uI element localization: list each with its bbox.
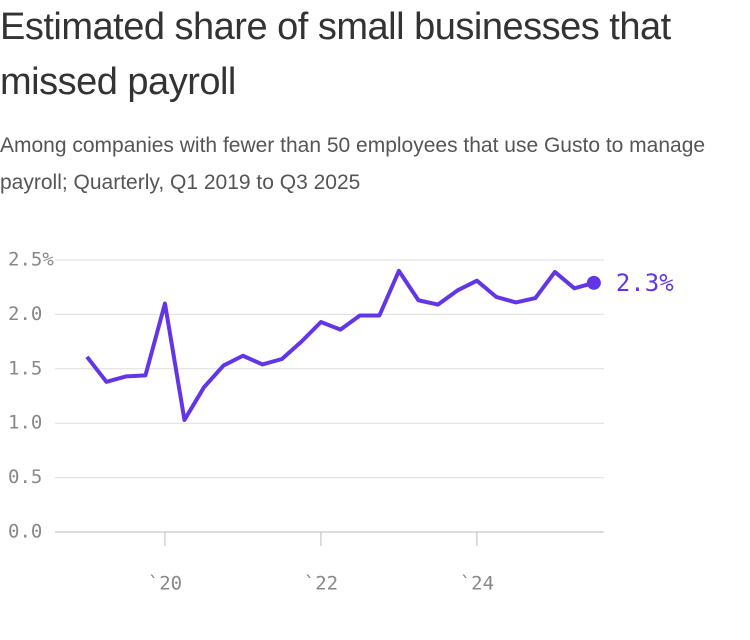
x-tick-label: `20 bbox=[148, 573, 182, 595]
x-tick-label: `22 bbox=[304, 573, 338, 595]
value-label: 2.3% bbox=[616, 269, 674, 297]
y-tick-label: 1.5 bbox=[8, 357, 42, 379]
end-dot bbox=[586, 275, 601, 290]
chart-subtitle: Among companies with fewer than 50 emplo… bbox=[0, 134, 706, 194]
y-tick-label: 1.0 bbox=[8, 412, 42, 434]
line bbox=[85, 268, 595, 422]
y-tick-label: 0.5 bbox=[8, 466, 42, 488]
x-tick-label: `24 bbox=[460, 573, 494, 595]
y-tick-label: 2.5% bbox=[8, 249, 54, 271]
y-tick-label: 2.0 bbox=[8, 303, 42, 325]
chart-title: Estimated share of small businesses that… bbox=[0, 6, 671, 103]
y-tick-label: 0.0 bbox=[8, 521, 42, 543]
